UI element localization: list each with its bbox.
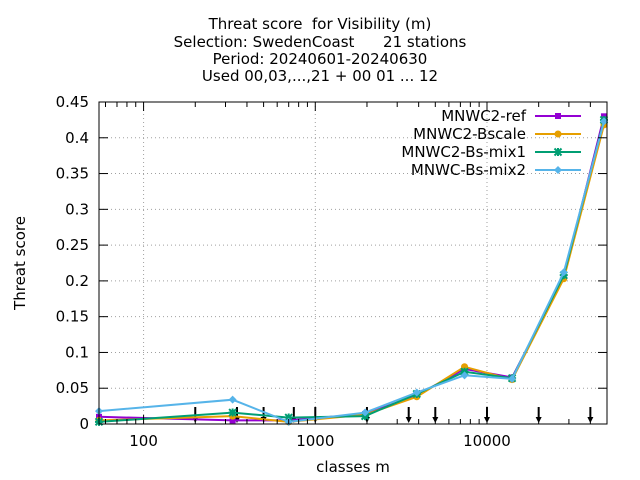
x-tick-label: 10000 (463, 432, 511, 450)
legend-label: MNWC-Bs-mix2 (411, 161, 526, 179)
legend-label: MNWC2-ref (441, 107, 526, 125)
data-point (228, 395, 237, 404)
y-tick-label: 0.05 (56, 379, 89, 397)
ticks: 0 0.05 0.1 0.15 0.2 0.25 0.3 0.35 0.4 0.45 100 1000… (56, 93, 608, 450)
legend-marker (554, 130, 562, 138)
series-3 (94, 115, 609, 427)
title-line-3: Period: 20240601-20240630 (212, 50, 428, 68)
data-point (460, 371, 469, 380)
title-line-2: Selection: SwedenCoast 21 stations (173, 33, 467, 51)
y-tick-label: 0.15 (56, 308, 89, 326)
y-tick-label: 0.3 (65, 200, 89, 218)
legend-marker (555, 113, 561, 119)
legend-marker (554, 166, 562, 174)
legend-entry-1: MNWC2-ref (441, 107, 581, 125)
legend-entry-3: MNWC2-Bs-mix1 (401, 143, 581, 161)
data-point (361, 408, 370, 417)
data-point (412, 388, 421, 397)
y-axis-label: Threat score (11, 216, 29, 311)
data-point (559, 268, 568, 277)
data-point (229, 417, 236, 424)
class-marker-arrow (405, 417, 412, 423)
x-axis-label: classes m (316, 458, 390, 476)
title-line-4: Used 00,03,...,21 + 00 01 ... 12 (201, 67, 439, 85)
title-line-1: Threat score for Visibility (m) (208, 15, 432, 33)
legend-label: MNWC2-Bscale (413, 125, 526, 143)
series-line (98, 124, 605, 423)
y-tick-label: 0.2 (65, 272, 89, 290)
y-tick-label: 0 (79, 415, 89, 433)
data-point (228, 408, 237, 417)
data-point (599, 117, 608, 126)
data-point (508, 374, 517, 383)
legend-label: MNWC2-Bs-mix1 (401, 143, 526, 161)
legend: MNWC2-refMNWC2-BscaleMNWC2-Bs-mix1MNWC-B… (401, 107, 581, 179)
y-tick-label: 0.35 (56, 165, 89, 183)
series-layer (94, 113, 609, 427)
series-line (98, 119, 605, 423)
y-tick-label: 0.4 (65, 129, 89, 147)
y-tick-label: 0.25 (56, 236, 89, 254)
legend-entry-4: MNWC-Bs-mix2 (411, 161, 581, 179)
data-point (461, 363, 469, 371)
series-2 (95, 121, 608, 426)
series-1 (96, 113, 607, 424)
legend-entry-2: MNWC2-Bscale (413, 125, 581, 143)
grid (99, 102, 607, 424)
series-4 (95, 117, 608, 426)
y-tick-label: 0.45 (56, 93, 89, 111)
data-point (284, 413, 293, 422)
series-line (98, 116, 605, 422)
x-tick-label: 100 (129, 432, 158, 450)
legend-marker (553, 147, 563, 157)
series-line (98, 121, 605, 423)
x-tick-label: 1000 (296, 432, 334, 450)
plot-frame (98, 101, 608, 425)
y-tick-label: 0.1 (65, 343, 89, 361)
